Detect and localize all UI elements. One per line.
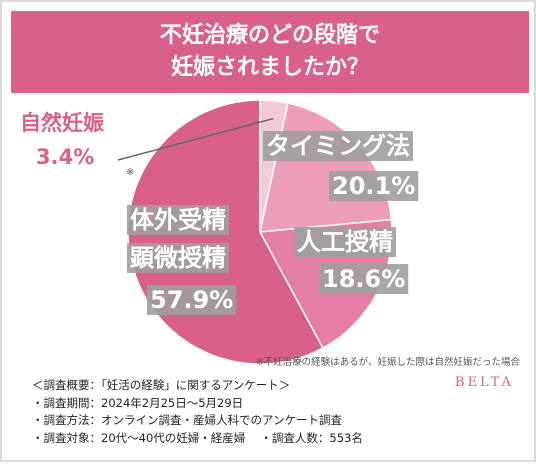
svg-text:20.1%: 20.1% <box>332 172 415 200</box>
natural-pregnancy-percent: 3.4% <box>36 145 95 169</box>
natural-pregnancy-name: 自然妊娠 <box>20 111 104 135</box>
artificial-insemination-percent-label: 18.6% <box>319 264 409 294</box>
survey-line-title: ＜調査概要：「妊活の経験」に関するアンケート＞ <box>32 378 291 392</box>
survey-overview: ＜調査概要：「妊活の経験」に関するアンケート＞ ・調査期間：2024年2月25日… <box>32 377 363 447</box>
svg-text:18.6%: 18.6% <box>322 265 405 293</box>
survey-line-period: ・調査期間：2024年2月25日〜5月29日 <box>32 395 244 410</box>
svg-text:体外受精: 体外受精 <box>130 206 226 234</box>
natural-pregnancy-footnote-mark: ※ <box>126 167 135 178</box>
title-banner: 不妊治療のどの段階で 妊娠されましたか？ <box>11 11 529 93</box>
natural-pregnancy-leader-line <box>117 117 274 161</box>
svg-text:タイミング法: タイミング法 <box>266 132 410 160</box>
natural-pregnancy-label: 自然妊娠 3.4% ※ <box>20 106 134 178</box>
svg-text:顕微授精: 顕微授精 <box>130 244 226 272</box>
title-line-2: 妊娠されましたか？ <box>170 55 369 80</box>
timing-method-name-label: タイミング法 <box>263 131 413 161</box>
ivf-percent-label: 57.9% <box>147 285 237 315</box>
survey-line-target: ・調査対象：20代〜40代の妊婦・経産婦 ・調査人数：553名 <box>32 430 363 445</box>
svg-text:人工授精: 人工授精 <box>297 228 393 256</box>
ivf-name-line-2-label: 顕微授精 <box>127 243 229 273</box>
footnote: ※不妊治療の経験はあるが、妊娠した際は自然妊娠だった場合 <box>255 357 520 368</box>
timing-method-percent-label: 20.1% <box>329 171 419 201</box>
svg-text:57.9%: 57.9% <box>150 286 233 314</box>
brand-logo-text: BELTA <box>455 375 514 390</box>
artificial-insemination-name-label: 人工授精 <box>294 227 396 257</box>
survey-line-method: ・調査方法：オンライン調査・産婦人科でのアンケート調査 <box>32 413 343 427</box>
ivf-name-line-1-label: 体外受精 <box>127 205 229 235</box>
title-line-1: 不妊治療のどの段階で <box>159 23 380 48</box>
